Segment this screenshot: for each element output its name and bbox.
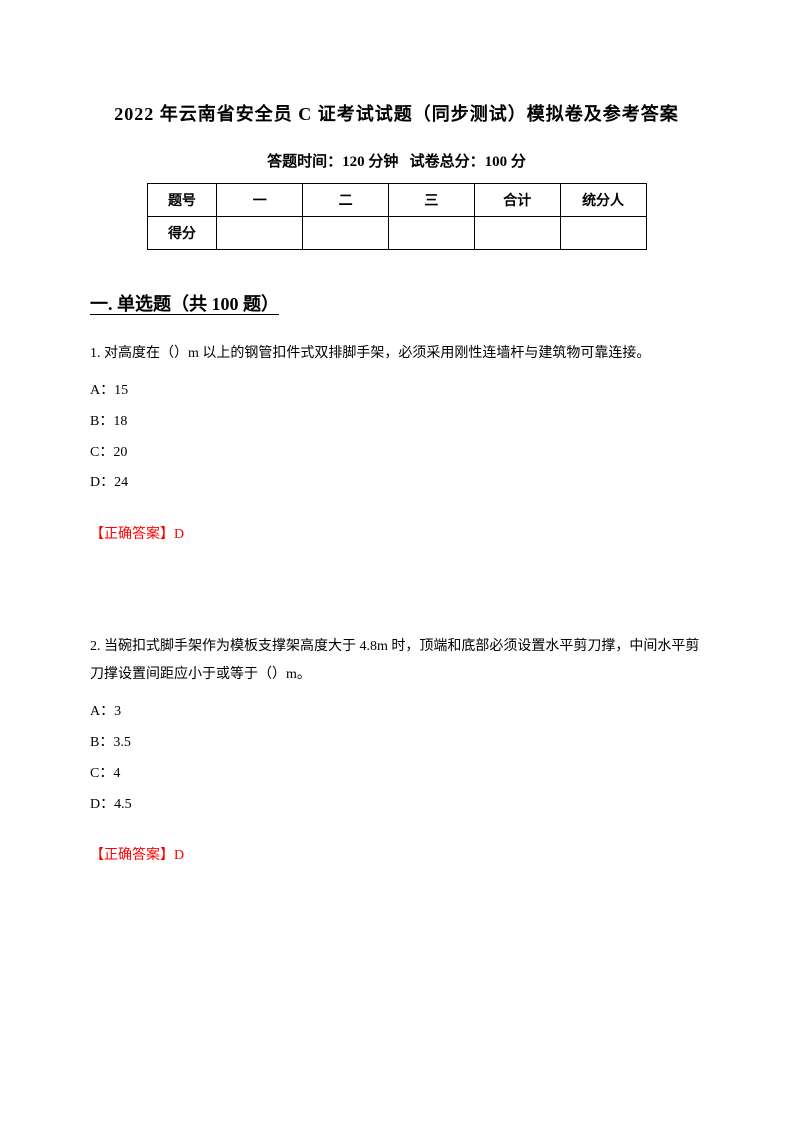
- answer-text: 【正确答案】D: [90, 523, 703, 543]
- option-b: B：3.5: [90, 728, 703, 759]
- score-cell: [474, 217, 560, 250]
- score-cell: [389, 217, 475, 250]
- score-label: 试卷总分：: [410, 154, 485, 170]
- table-row: 得分: [147, 217, 646, 250]
- time-value: 120 分钟: [342, 154, 398, 170]
- answer-text: 【正确答案】D: [90, 844, 703, 864]
- header-col1: 一: [217, 184, 303, 217]
- option-d: D：24: [90, 468, 703, 499]
- option-a: A：15: [90, 376, 703, 407]
- section-header: 一. 单选题（共 100 题）: [90, 290, 703, 316]
- header-label: 题号: [147, 184, 217, 217]
- header-col4: 合计: [474, 184, 560, 217]
- score-value: 100 分: [485, 154, 526, 170]
- score-label-cell: 得分: [147, 217, 217, 250]
- score-table: 题号 一 二 三 合计 统分人 得分: [147, 183, 647, 250]
- time-label: 答题时间：: [267, 154, 342, 170]
- page-title: 2022 年云南省安全员 C 证考试试题（同步测试）模拟卷及参考答案: [90, 100, 703, 126]
- option-a: A：3: [90, 697, 703, 728]
- question-text: 2. 当碗扣式脚手架作为模板支撑架高度大于 4.8m 时，顶端和底部必须设置水平…: [90, 633, 703, 689]
- header-col2: 二: [303, 184, 389, 217]
- score-cell: [217, 217, 303, 250]
- score-cell: [303, 217, 389, 250]
- score-cell: [560, 217, 646, 250]
- exam-info: 答题时间：120 分钟 试卷总分：100 分: [90, 150, 703, 171]
- option-c: C：20: [90, 438, 703, 469]
- header-col3: 三: [389, 184, 475, 217]
- table-row: 题号 一 二 三 合计 统分人: [147, 184, 646, 217]
- question-1: 1. 对高度在（）m 以上的钢管扣件式双排脚手架，必须采用刚性连墙杆与建筑物可靠…: [90, 340, 703, 543]
- option-b: B：18: [90, 407, 703, 438]
- question-2: 2. 当碗扣式脚手架作为模板支撑架高度大于 4.8m 时，顶端和底部必须设置水平…: [90, 633, 703, 864]
- question-text: 1. 对高度在（）m 以上的钢管扣件式双排脚手架，必须采用刚性连墙杆与建筑物可靠…: [90, 340, 703, 368]
- option-c: C：4: [90, 759, 703, 790]
- header-col5: 统分人: [560, 184, 646, 217]
- option-d: D：4.5: [90, 790, 703, 821]
